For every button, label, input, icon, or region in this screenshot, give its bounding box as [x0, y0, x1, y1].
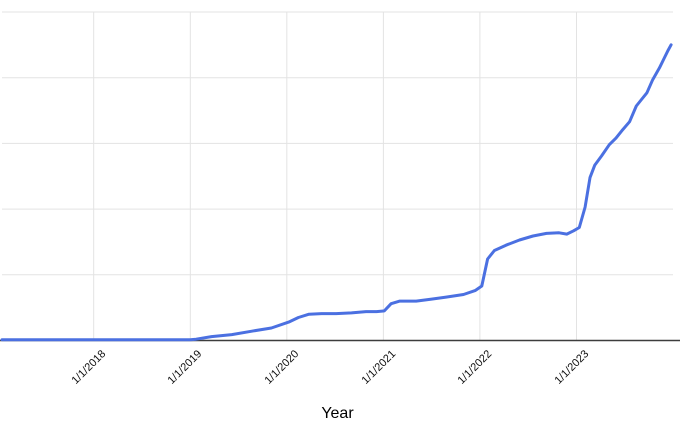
x-axis-title: Year [321, 405, 354, 422]
series-line [0, 43, 673, 342]
